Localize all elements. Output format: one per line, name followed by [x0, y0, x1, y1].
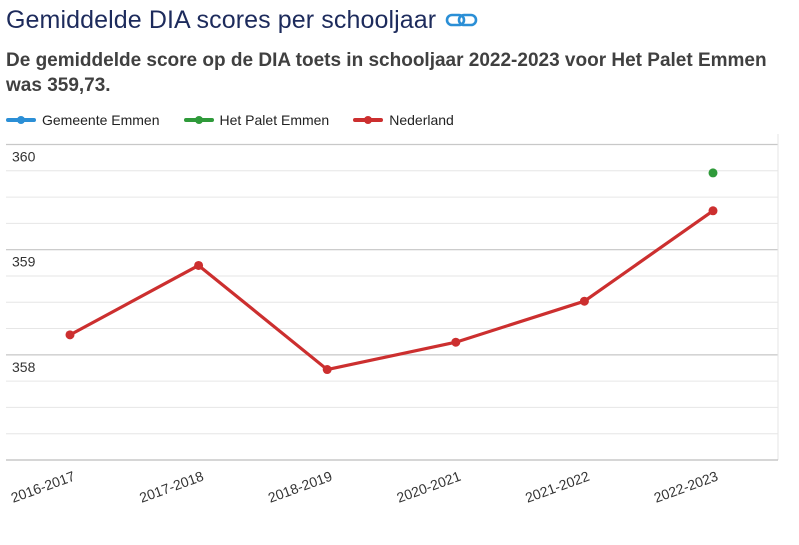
series-nederland-point [65, 330, 75, 340]
legend-swatch-gemeente-emmen [6, 114, 36, 126]
x-tick-label: 2020-2021 [394, 468, 463, 506]
chart-subtitle: De gemiddelde score op de DIA toets in s… [6, 50, 767, 96]
legend-label-gemeente-emmen: Gemeente Emmen [42, 112, 160, 128]
line-chart: 360 359 358 2016-2017 2017-2018 2018-2019 2020… [6, 134, 779, 506]
legend-item-nederland[interactable]: Nederland [353, 112, 454, 128]
y-tick-label: 358 [12, 359, 36, 375]
legend-item-het-palet-emmen[interactable]: Het Palet Emmen [183, 112, 330, 128]
x-tick-label: 2018-2019 [266, 468, 335, 506]
x-tick-label: 2017-2018 [137, 468, 206, 506]
legend: Gemeente Emmen Het Palet Emmen Nederland [6, 112, 478, 128]
series-nederland-point [451, 337, 461, 347]
series-nederland-point [579, 296, 589, 306]
legend-swatch-het-palet-emmen [183, 114, 214, 126]
link-icon[interactable] [445, 11, 479, 34]
series-nederland-point [322, 365, 332, 375]
legend-label-nederland: Nederland [389, 112, 454, 128]
legend-label-het-palet-emmen: Het Palet Emmen [219, 112, 330, 128]
title-row: Gemiddelde DIA scores per schooljaar [6, 6, 479, 35]
legend-item-gemeente-emmen[interactable]: Gemeente Emmen [6, 112, 160, 128]
series-nederland-point [708, 206, 718, 216]
legend-swatch-nederland [353, 114, 384, 126]
series-het-palet-emmen-point [708, 168, 718, 178]
series-nederland-point [194, 260, 204, 270]
y-tick-label: 360 [12, 149, 36, 165]
series-nederland-line [69, 209, 714, 372]
x-tick-label: 2021-2022 [523, 468, 592, 506]
x-tick-label: 2022-2023 [652, 468, 721, 506]
x-tick-label: 2016-2017 [9, 468, 78, 506]
page-title: Gemiddelde DIA scores per schooljaar [6, 6, 437, 34]
y-tick-label: 359 [12, 254, 36, 270]
